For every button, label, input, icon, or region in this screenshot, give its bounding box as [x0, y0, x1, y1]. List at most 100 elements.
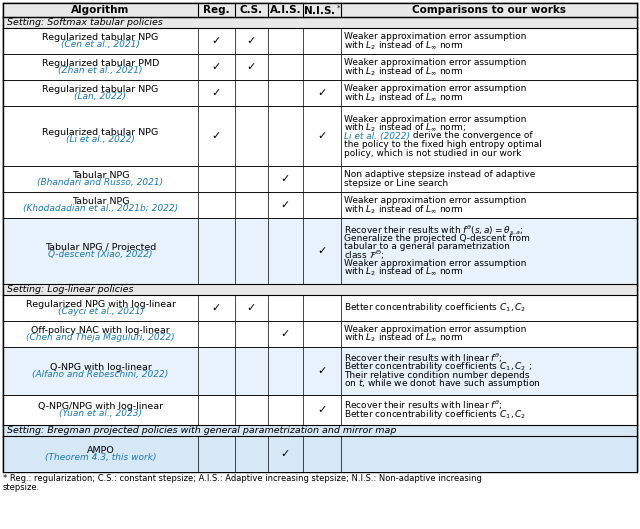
Text: Regularized tabular NPG: Regularized tabular NPG — [42, 85, 159, 94]
Text: (Lan, 2022): (Lan, 2022) — [74, 92, 127, 101]
Text: ✓: ✓ — [281, 200, 290, 210]
Text: Tabular NPG: Tabular NPG — [72, 197, 129, 206]
Text: ✓: ✓ — [212, 88, 221, 98]
Text: Better concentrability coefficients $C_1, C_2$: Better concentrability coefficients $C_1… — [344, 408, 526, 421]
Text: ✓: ✓ — [247, 62, 256, 72]
Text: with $L_2$ instead of $L_\infty$ norm: with $L_2$ instead of $L_\infty$ norm — [344, 266, 464, 278]
Text: (Alfano and Rebeschini, 2022): (Alfano and Rebeschini, 2022) — [33, 370, 168, 379]
Text: ✓: ✓ — [281, 329, 290, 339]
Text: ✓: ✓ — [247, 36, 256, 46]
Text: ✓: ✓ — [317, 131, 326, 141]
Text: ✓: ✓ — [212, 62, 221, 72]
Text: ✓: ✓ — [317, 366, 326, 376]
Text: (Cayci et al., 2021): (Cayci et al., 2021) — [58, 307, 143, 316]
Text: Recover their results with $f^\theta(s,a) = \theta_{s,a}$;: Recover their results with $f^\theta(s,a… — [344, 223, 524, 236]
Text: Comparisons to our works: Comparisons to our works — [412, 5, 566, 15]
Bar — [3, 106, 637, 166]
Text: policy, which is not studied in our work: policy, which is not studied in our work — [344, 149, 522, 158]
Bar — [3, 425, 637, 436]
Bar — [3, 28, 637, 54]
Text: Reg.: Reg. — [203, 5, 230, 15]
Text: ✓: ✓ — [212, 36, 221, 46]
Text: ✓: ✓ — [317, 405, 326, 415]
Text: ✓: ✓ — [212, 303, 221, 313]
Bar — [3, 395, 637, 425]
Bar — [3, 166, 637, 192]
Bar — [3, 17, 637, 28]
Text: Setting: Log-linear policies: Setting: Log-linear policies — [7, 285, 134, 294]
Text: class $\mathcal{F}^\Theta$;: class $\mathcal{F}^\Theta$; — [344, 249, 384, 262]
Text: Setting: Bregman projected policies with general parametrization and mirror map: Setting: Bregman projected policies with… — [7, 426, 396, 435]
Text: with $L_2$ instead of $L_\infty$ norm;: with $L_2$ instead of $L_\infty$ norm; — [344, 121, 467, 134]
Text: ✓: ✓ — [247, 303, 256, 313]
Text: with $L_2$ instead of $L_\infty$ norm: with $L_2$ instead of $L_\infty$ norm — [344, 91, 464, 104]
Text: Recover their results with linear $f^\theta$;: Recover their results with linear $f^\th… — [344, 399, 503, 413]
Text: Recover their results with linear $f^\theta$;: Recover their results with linear $f^\th… — [344, 352, 503, 365]
Text: Q-NPG with log-linear: Q-NPG with log-linear — [49, 363, 152, 372]
Text: A.I.S.: A.I.S. — [269, 5, 301, 15]
Text: ✓: ✓ — [212, 131, 221, 141]
Text: Weaker approximation error assumption: Weaker approximation error assumption — [344, 84, 526, 93]
Text: Better concentrability coefficients $C_1, C_2$: Better concentrability coefficients $C_1… — [344, 302, 526, 315]
Text: Q-NPG/NPG with log-linear: Q-NPG/NPG with log-linear — [38, 402, 163, 411]
Text: stepsize.: stepsize. — [3, 483, 40, 492]
Text: Weaker approximation error assumption: Weaker approximation error assumption — [344, 114, 526, 123]
Text: Li et al. (2022): Li et al. (2022) — [344, 132, 410, 141]
Text: Regularized tabular NPG: Regularized tabular NPG — [42, 33, 159, 42]
Bar — [3, 321, 637, 347]
Bar — [3, 295, 637, 321]
Bar — [3, 218, 637, 284]
Text: derive the convergence of: derive the convergence of — [410, 132, 532, 141]
Text: Non adaptive stepsize instead of adaptive: Non adaptive stepsize instead of adaptiv… — [344, 170, 536, 179]
Text: with $L_2$ instead of $L_\infty$ norm: with $L_2$ instead of $L_\infty$ norm — [344, 65, 464, 78]
Text: Weaker approximation error assumption: Weaker approximation error assumption — [344, 196, 526, 205]
Text: (Zhan et al., 2021): (Zhan et al., 2021) — [58, 66, 143, 75]
Text: Generalize the projected Q-descent from: Generalize the projected Q-descent from — [344, 234, 530, 243]
Text: (Khodadadian et al., 2021b; 2022): (Khodadadian et al., 2021b; 2022) — [23, 204, 178, 213]
Text: on $t$, while we donot have such assumption: on $t$, while we donot have such assumpt… — [344, 377, 541, 390]
Text: ✓: ✓ — [281, 449, 290, 459]
Bar — [3, 192, 637, 218]
Text: Regularized tabular NPG: Regularized tabular NPG — [42, 128, 159, 137]
Text: C.S.: C.S. — [240, 5, 263, 15]
Text: Regularized NPG with log-linear: Regularized NPG with log-linear — [26, 300, 175, 309]
Text: ✓: ✓ — [281, 174, 290, 184]
Bar — [3, 436, 637, 472]
Text: Weaker approximation error assumption: Weaker approximation error assumption — [344, 58, 526, 67]
Text: tabular to a general parametrization: tabular to a general parametrization — [344, 242, 510, 251]
Bar — [3, 347, 637, 395]
Text: Tabular NPG / Projected: Tabular NPG / Projected — [45, 243, 156, 252]
Text: Better concentrability coefficients $C_1, C_2$ ;: Better concentrability coefficients $C_1… — [344, 360, 532, 373]
Text: N.I.S.$^*$: N.I.S.$^*$ — [303, 3, 341, 17]
Text: stepsize or Line search: stepsize or Line search — [344, 179, 448, 188]
Text: (Cen et al., 2021): (Cen et al., 2021) — [61, 40, 140, 49]
Text: Setting: Softmax tabular policies: Setting: Softmax tabular policies — [7, 18, 163, 27]
Bar — [3, 3, 637, 17]
Text: with $L_2$ instead of $L_\infty$ norm: with $L_2$ instead of $L_\infty$ norm — [344, 203, 464, 215]
Text: * Reg.: regularization; C.S.: constant stepsize; A.I.S.: Adaptive increasing ste: * Reg.: regularization; C.S.: constant s… — [3, 474, 482, 483]
Text: Weaker approximation error assumption: Weaker approximation error assumption — [344, 259, 526, 268]
Text: (Yuan et al., 2023): (Yuan et al., 2023) — [59, 409, 142, 418]
Text: Algorithm: Algorithm — [71, 5, 130, 15]
Text: (Li et al., 2022): (Li et al., 2022) — [66, 135, 135, 144]
Text: Weaker approximation error assumption: Weaker approximation error assumption — [344, 32, 526, 41]
Text: ✓: ✓ — [317, 246, 326, 256]
Text: AMPO: AMPO — [86, 446, 115, 455]
Text: (Theorem 4.3, this work): (Theorem 4.3, this work) — [45, 453, 156, 462]
Text: the policy to the fixed high entropy optimal: the policy to the fixed high entropy opt… — [344, 140, 542, 149]
Text: Q-descent (Xiao, 2022): Q-descent (Xiao, 2022) — [48, 250, 153, 259]
Bar — [3, 3, 637, 472]
Text: Their relative condition number depends: Their relative condition number depends — [344, 371, 529, 380]
Text: Tabular NPG: Tabular NPG — [72, 171, 129, 180]
Text: (Chen and Theja Maguluri, 2022): (Chen and Theja Maguluri, 2022) — [26, 333, 175, 342]
Bar — [3, 80, 637, 106]
Text: with $L_2$ instead of $L_\infty$ norm: with $L_2$ instead of $L_\infty$ norm — [344, 39, 464, 51]
Text: (Bhandari and Russo, 2021): (Bhandari and Russo, 2021) — [37, 178, 164, 187]
Text: Regularized tabular PMD: Regularized tabular PMD — [42, 59, 159, 68]
Bar — [3, 54, 637, 80]
Text: with $L_2$ instead of $L_\infty$ norm: with $L_2$ instead of $L_\infty$ norm — [344, 332, 464, 344]
Bar — [3, 284, 637, 295]
Text: Weaker approximation error assumption: Weaker approximation error assumption — [344, 325, 526, 334]
Text: Off-policy NAC with log-linear: Off-policy NAC with log-linear — [31, 326, 170, 335]
Text: ✓: ✓ — [317, 88, 326, 98]
